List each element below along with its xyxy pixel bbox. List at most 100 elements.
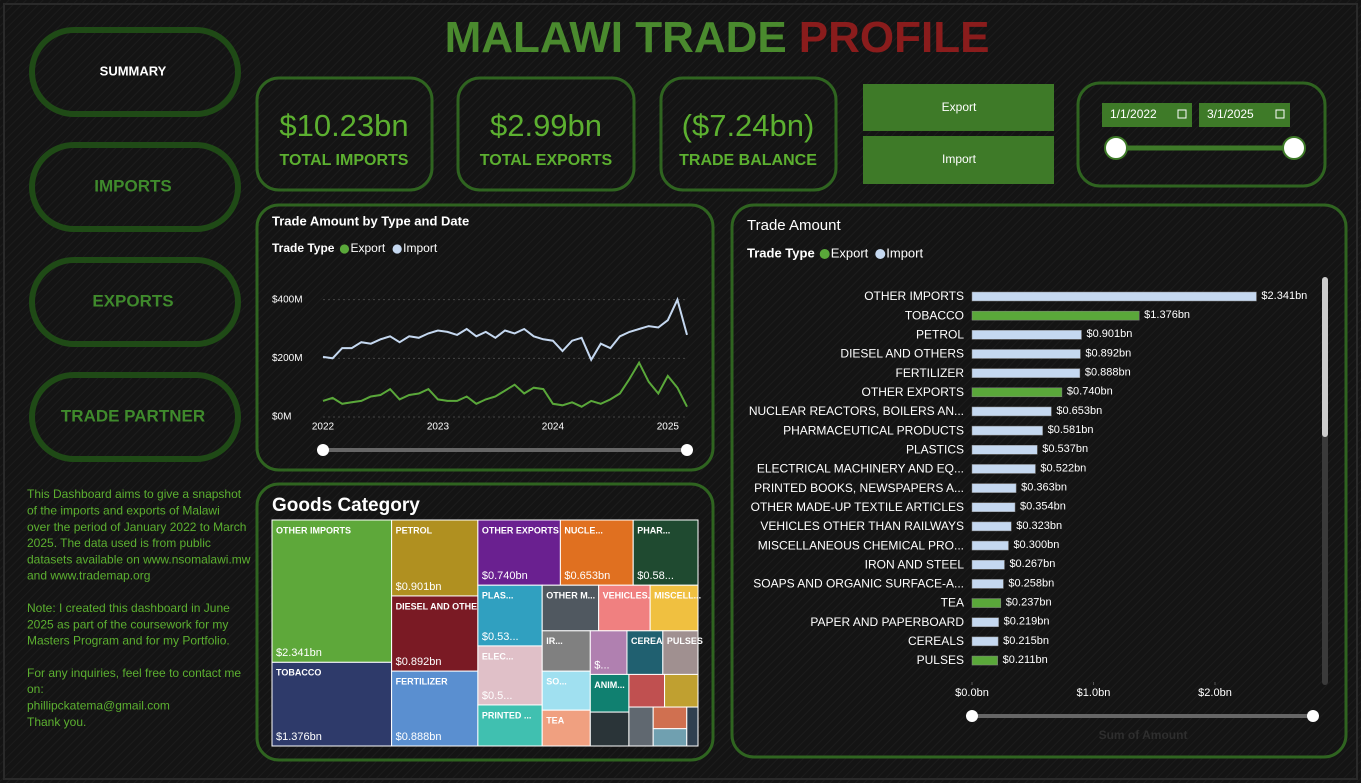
scrollbar-thumb[interactable] (1322, 277, 1328, 437)
x-tick-label: $1.0bn (1077, 687, 1111, 699)
bar (971, 464, 1036, 474)
category-label: PULSES (917, 653, 964, 667)
filter-button[interactable] (863, 136, 1054, 184)
x-tick-label: 2023 (427, 422, 450, 433)
description: This Dashboard aims to give a snapshot of… (27, 487, 251, 729)
nav-button[interactable]: TRADE PARTNER (61, 406, 205, 425)
kpi-label: TRADE BALANCE (679, 152, 817, 169)
y-tick-label: $400M (272, 294, 303, 305)
filter-button-label[interactable]: Import (942, 152, 977, 166)
value-label: $0.211bn (1003, 654, 1048, 666)
range-handle[interactable] (317, 444, 329, 456)
category-label: TOBACCO (905, 308, 964, 322)
kpi-value: ($7.24bn) (682, 108, 815, 143)
treemap-tile (271, 519, 393, 663)
navigation: SUMMARY IMPORTS EXPORTS TRADE PARTNER (29, 27, 241, 462)
description-line: Thank you. (27, 715, 86, 729)
x-tick-label: 2022 (312, 422, 335, 433)
tile-label: TOBACCO (276, 668, 321, 678)
category-label: DIESEL AND OTHERS (840, 347, 964, 361)
description-line: over the period of January 2022 to March (27, 520, 246, 534)
treemap-tile (477, 645, 543, 706)
treemap-tile (628, 673, 666, 708)
category-label: OTHER EXPORTS (862, 385, 964, 399)
line-chart-panel (255, 203, 715, 472)
description-line: For any inquiries, feel free to contact … (27, 666, 241, 680)
treemap-tile (541, 630, 591, 672)
nav-button-frame (29, 372, 241, 462)
date-input[interactable] (1102, 103, 1192, 127)
bar (971, 330, 1082, 340)
nav-button[interactable]: IMPORTS (94, 176, 171, 195)
title-accent: PROFILE (799, 13, 990, 62)
treemap-tile (662, 630, 699, 675)
legend-title: Trade Type (747, 245, 815, 260)
filter-button[interactable] (863, 84, 1054, 131)
series-line (322, 360, 688, 408)
value-label: $0.267bn (1009, 558, 1055, 570)
date-input[interactable] (1199, 103, 1290, 127)
calendar-icon (1275, 109, 1285, 119)
value-label: $0.522bn (1040, 462, 1086, 474)
range-handle[interactable] (681, 444, 693, 456)
value-label: $0.323bn (1016, 520, 1062, 532)
category-label: MISCELLANEOUS CHEMICAL PRO... (758, 538, 964, 552)
bar (971, 521, 1012, 532)
tile-label: TEA (546, 716, 565, 726)
treemap-tile (589, 711, 630, 747)
slider-handle[interactable] (1104, 136, 1128, 160)
nav-button[interactable]: SUMMARY (100, 63, 167, 78)
range-handle[interactable] (1307, 710, 1319, 722)
bar (971, 368, 1081, 378)
bar (971, 310, 1140, 321)
filter-buttons: Export Import (863, 84, 1054, 184)
description-line: 2025 as part of the coursework for my (27, 617, 228, 631)
category-label: OTHER MADE-UP TEXTILE ARTICLES (751, 500, 964, 514)
calendar-icon (1177, 109, 1187, 119)
tile-label: CEREA... (631, 636, 670, 646)
tile-value: $2.341bn (276, 647, 322, 659)
legend-marker (392, 244, 402, 254)
legend-title: Trade Type (272, 241, 335, 255)
kpi-value: $2.99bn (490, 108, 602, 143)
bar (971, 540, 1009, 551)
legend-marker (339, 244, 350, 254)
category-label: CEREALS (908, 634, 964, 648)
treemap-panel (255, 482, 715, 762)
tile-label: ANIM... (594, 680, 625, 690)
tile-label: PRINTED ... (482, 710, 532, 720)
range-handle[interactable] (966, 710, 978, 722)
date-card (1076, 81, 1327, 188)
x-tick-label: 2024 (542, 422, 565, 433)
treemap-tile (652, 706, 688, 730)
bar (971, 406, 1052, 417)
value-label: $0.888bn (1085, 367, 1131, 379)
date-end[interactable]: 3/1/2025 (1207, 107, 1254, 121)
kpi-label: TOTAL EXPORTS (480, 152, 613, 169)
tile-value: $0.888bn (396, 731, 442, 743)
date-start[interactable]: 1/1/2022 (1110, 107, 1157, 121)
tile-label: IR... (546, 636, 563, 646)
tile-value: $0.58... (637, 570, 674, 582)
value-label: $1.376bn (1144, 309, 1190, 321)
page-title: MALAWI TRADE PROFILE (445, 13, 990, 62)
value-label: $0.901bn (1086, 328, 1132, 340)
tile-label: OTHER M... (546, 591, 595, 601)
legend-label: Export (831, 245, 869, 260)
tile-value: $0.892bn (396, 656, 442, 668)
filter-button-label[interactable]: Export (942, 100, 977, 114)
description-line: of the imports and exports of Malawi (27, 503, 220, 517)
tile-label: MISCELL... (654, 591, 701, 601)
description-line: datasets available on www.nsomalawi.mw (27, 552, 251, 566)
nav-button[interactable]: EXPORTS (92, 291, 173, 310)
slider-handle[interactable] (1282, 136, 1306, 160)
value-label: $0.653bn (1056, 405, 1102, 417)
treemap-tile (391, 519, 479, 597)
series-line (322, 296, 688, 362)
description-line: This Dashboard aims to give a snapshot (27, 487, 242, 501)
value-label: $0.354bn (1020, 501, 1066, 513)
value-label: $0.892bn (1085, 347, 1131, 359)
value-label: $0.215bn (1003, 635, 1049, 647)
legend-label: Import (886, 245, 923, 260)
